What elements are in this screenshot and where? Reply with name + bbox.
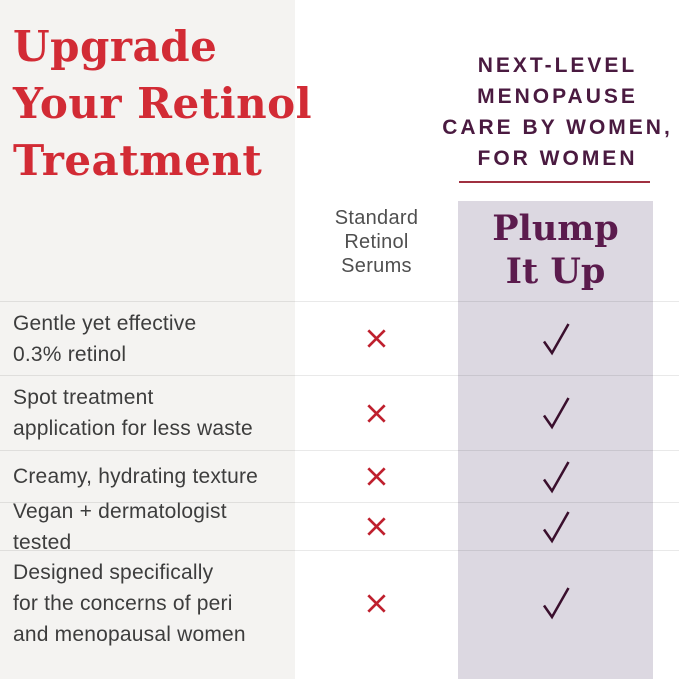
cross-icon xyxy=(366,328,387,349)
column-header-line: It Up xyxy=(505,251,606,292)
standard-value-cell xyxy=(295,451,458,502)
tagline-line: MENOPAUSE xyxy=(477,85,638,108)
tagline-underline xyxy=(459,181,650,183)
column-header-line: Retinol xyxy=(344,231,409,253)
tagline-line: NEXT-LEVEL xyxy=(477,54,638,77)
check-icon xyxy=(541,460,571,494)
feature-row: Spot treatment application for less wast… xyxy=(0,375,679,450)
cross-icon xyxy=(366,466,387,487)
page-title: Upgrade Your Retinol Treatment xyxy=(13,18,433,189)
feature-row: Creamy, hydrating texture xyxy=(0,450,679,502)
check-icon xyxy=(541,322,571,356)
column-header-plump: Plump It Up xyxy=(458,207,653,293)
highlight-column-panel xyxy=(458,201,653,679)
left-background-panel xyxy=(0,0,295,679)
plump-value-cell xyxy=(458,376,653,450)
plump-value-cell xyxy=(458,302,653,375)
feature-label: Designed specifically for the concerns o… xyxy=(13,560,246,646)
cross-icon xyxy=(366,593,387,614)
plump-value-cell xyxy=(458,451,653,502)
column-header-standard: Standard Retinol Serums xyxy=(295,206,458,278)
cross-icon xyxy=(366,516,387,537)
feature-row: Gentle yet effective 0.3% retinol xyxy=(0,301,679,375)
feature-label: Vegan + dermatologist tested xyxy=(13,499,227,554)
title-line: Upgrade xyxy=(13,22,218,71)
tagline-line: FOR WOMEN xyxy=(477,147,638,170)
feature-row: Designed specifically for the concerns o… xyxy=(0,550,679,655)
column-header-line: Plump xyxy=(492,208,619,249)
standard-value-cell xyxy=(295,551,458,655)
comparison-table: Gentle yet effective 0.3% retinol Spot t… xyxy=(0,301,679,655)
feature-row: Vegan + dermatologist tested xyxy=(0,499,679,554)
tagline-line: CARE BY WOMEN, xyxy=(442,116,673,139)
standard-value-cell xyxy=(295,302,458,375)
plump-value-cell xyxy=(458,503,653,550)
title-line: Your Retinol xyxy=(13,79,313,128)
standard-value-cell xyxy=(295,376,458,450)
check-icon xyxy=(541,396,571,430)
feature-label: Creamy, hydrating texture xyxy=(13,465,259,488)
feature-label: Gentle yet effective 0.3% retinol xyxy=(13,311,197,366)
check-icon xyxy=(541,510,571,544)
title-line: Treatment xyxy=(13,136,263,185)
column-header-line: Serums xyxy=(341,255,412,277)
standard-value-cell xyxy=(295,503,458,550)
column-header-line: Standard xyxy=(334,207,419,229)
plump-value-cell xyxy=(458,551,653,655)
check-icon xyxy=(541,586,571,620)
cross-icon xyxy=(366,403,387,424)
feature-label: Spot treatment application for less wast… xyxy=(13,386,253,440)
tagline: NEXT-LEVEL MENOPAUSE CARE BY WOMEN, FOR … xyxy=(440,50,675,174)
